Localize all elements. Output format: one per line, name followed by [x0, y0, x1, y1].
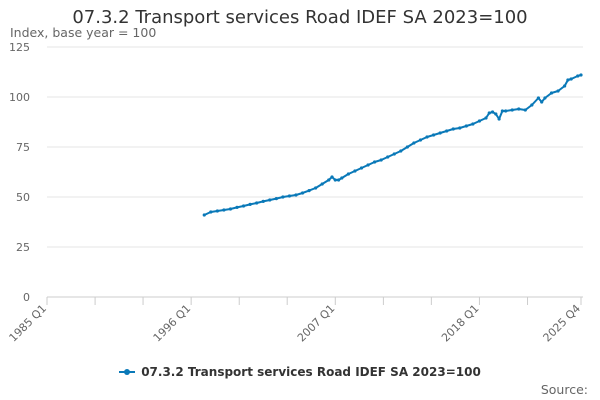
x-tick-label: 2007 Q1: [295, 302, 338, 345]
data-point: [540, 100, 544, 104]
y-tick-label: 75: [16, 141, 30, 154]
data-point: [353, 169, 357, 173]
axis-layer: 0 25 50 75 100 125 1985 Q1 1996 Q1 2007 Q1 2018 Q…: [7, 41, 584, 344]
data-point: [536, 96, 541, 100]
data-point: [330, 175, 334, 179]
data-point: [530, 103, 534, 107]
data-point: [576, 74, 580, 78]
source-label: Source:: [540, 382, 588, 397]
data-point: [209, 210, 213, 214]
data-point: [579, 73, 583, 77]
data-point: [281, 195, 285, 199]
x-tick-label: 1996 Q1: [151, 302, 194, 345]
data-point: [556, 89, 560, 93]
chart-title: 07.3.2 Transport services Road IDEF SA 2…: [72, 7, 528, 28]
data-point: [405, 145, 409, 149]
data-point: [392, 152, 396, 156]
data-point: [248, 202, 252, 206]
data-point: [490, 110, 495, 114]
data-point: [307, 189, 311, 193]
y-axis-title: Index, base year = 100: [10, 25, 157, 40]
data-point: [445, 129, 449, 133]
data-point: [346, 172, 350, 176]
x-tick-label: 2018 Q1: [439, 302, 482, 345]
data-point: [294, 193, 298, 197]
data-point: [500, 109, 504, 113]
data-point: [386, 155, 390, 159]
data-point: [222, 208, 226, 212]
legend-label: 07.3.2 Transport services Road IDEF SA 2…: [141, 365, 481, 379]
data-point: [504, 109, 508, 113]
data-point: [327, 178, 331, 182]
data-point: [215, 209, 219, 213]
y-tick-label: 25: [16, 241, 30, 254]
data-point: [336, 178, 341, 182]
data-point: [359, 166, 364, 170]
data-point: [255, 201, 259, 205]
data-point: [373, 160, 377, 164]
data-point: [517, 107, 521, 111]
grid-layer: [47, 46, 583, 298]
data-point: [549, 91, 554, 95]
data-point: [366, 163, 370, 167]
data-point: [458, 126, 462, 130]
data-point: [484, 116, 488, 120]
data-point: [241, 204, 246, 208]
data-point: [425, 135, 429, 139]
x-tick-label: 2025 Q4: [541, 302, 584, 345]
data-point: [566, 78, 570, 82]
y-tick-label: 50: [16, 191, 30, 204]
data-point: [287, 194, 292, 198]
data-point: [451, 127, 455, 131]
data-point: [274, 197, 278, 201]
x-tick-label: 1985 Q1: [7, 302, 50, 345]
legend[interactable]: 07.3.2 Transport services Road IDEF SA 2…: [0, 365, 600, 379]
data-point: [497, 117, 501, 121]
data-point: [523, 108, 527, 112]
data-point: [510, 108, 514, 112]
data-point: [235, 205, 239, 209]
legend-swatch: [119, 366, 136, 378]
data-point: [438, 131, 442, 135]
data-point: [487, 111, 491, 115]
data-point: [228, 207, 233, 211]
data-point: [268, 198, 272, 202]
data-point: [543, 96, 547, 100]
y-tick-label: 0: [23, 291, 30, 304]
series-line: [203, 74, 582, 216]
data-point: [412, 141, 416, 145]
y-tick-label: 125: [9, 41, 30, 54]
data-point: [261, 199, 265, 203]
data-point: [300, 191, 305, 195]
data-point: [379, 158, 383, 162]
series-layer: [202, 73, 583, 217]
data-point: [418, 138, 423, 142]
data-point: [477, 119, 482, 123]
data-point: [340, 176, 344, 180]
data-point: [202, 213, 206, 217]
data-point: [333, 178, 337, 182]
data-point: [563, 84, 567, 88]
data-point: [314, 186, 318, 190]
data-point: [569, 77, 573, 81]
data-point: [399, 149, 403, 153]
data-point: [320, 182, 324, 186]
data-point: [471, 122, 475, 126]
data-point: [494, 112, 498, 116]
y-tick-label: 100: [9, 91, 30, 104]
data-point: [464, 124, 468, 128]
data-point: [431, 133, 436, 137]
